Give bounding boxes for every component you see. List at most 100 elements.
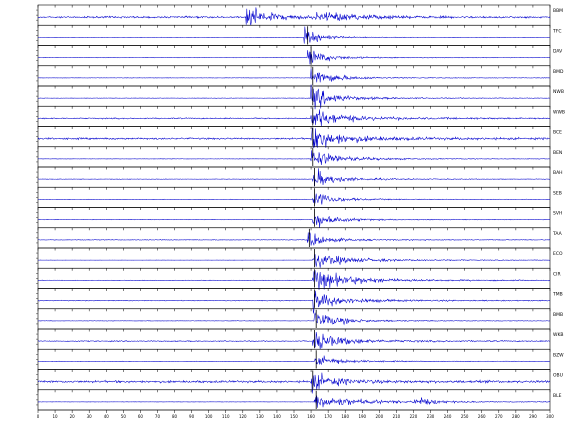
panel-frame [37,126,551,148]
waveform-dav [37,50,551,65]
waveform-eco [37,254,551,268]
panel-frame [37,166,551,188]
panel-frame [37,308,551,330]
waveform-bmd [37,68,551,83]
x-tick-label: 40 [104,414,110,419]
station-label: ECO [553,251,563,257]
panel-frame [37,348,551,370]
x-tick-label: 170 [324,414,332,419]
waveform-wkb [37,332,551,350]
trace-panel-svh: SVH [36,207,562,229]
station-label: NWB [553,89,564,95]
station-label: BMD [553,69,564,75]
x-tick-label: 130 [256,414,264,419]
station-label: BEN [553,150,562,156]
x-tick-label: 180 [341,414,349,419]
panel-frame [37,247,551,269]
station-label: WWB [553,109,565,115]
x-tick-label: 150 [290,414,298,419]
panel-frame [37,328,551,350]
trace-panel-bah: BAH [36,166,563,188]
panel-frame [37,267,551,289]
trace-panel-eco: ECO [36,247,563,269]
waveform-tfc [37,26,551,44]
trace-panel-ben: BEN [36,146,562,168]
x-tick-label: 300 [546,414,554,419]
x-tick-label: 270 [495,414,503,419]
waveform-taa [37,232,551,246]
x-tick-label: 60 [138,414,144,419]
trace-panel-ble: BLE [36,389,562,411]
x-tick-label: 80 [172,414,178,419]
x-tick-label: 100 [205,414,213,419]
x-tick-label: 50 [121,414,127,419]
x-axis: 0 10 20 30 40 50 60 70 80 90 100 110 120 130 140 150 160… [37,409,554,419]
station-label: BAH [553,170,563,176]
waveform-seb [37,193,551,205]
panel-frame [37,105,551,127]
trace-panel-wkb: WKB [36,328,564,350]
trace-panel-wwb: WWB [36,105,565,127]
station-label: WKB [553,332,564,338]
x-tick-label: 230 [427,414,435,419]
waveform-wwb [37,109,551,127]
station-label: TAA [552,231,563,237]
waveform-bmb [37,312,551,326]
panel-frame [37,389,551,411]
x-tick-label: 200 [376,414,384,419]
x-tick-label: 120 [239,414,247,419]
x-tick-label: 140 [273,414,281,419]
waveform-cir [37,270,551,290]
station-label: BZW [553,352,564,358]
trace-panel-bce: BCE [36,126,562,149]
x-tick-label: 0 [37,414,40,419]
panel-frame [37,369,551,391]
panel-frame [37,85,551,107]
waveform-obu [37,372,551,394]
trace-panel-bbm: BBM [36,4,563,26]
station-label: BBM [553,8,563,14]
station-label: CIR [553,271,561,277]
waveform-bce [37,127,551,149]
x-tick-label: 210 [393,414,401,419]
trace-panel-bmd: BMD [36,65,564,87]
station-label: SVH [553,211,562,217]
x-tick-label: 90 [189,414,195,419]
station-label: BMB [553,312,563,318]
waveform-bbm [37,7,551,26]
trace-panel-nwb: NWB [36,84,564,110]
trace-panel-tmb: TMB [36,288,563,314]
panel-frame [37,186,551,208]
waveform-nwb [37,84,551,110]
x-tick-label: 70 [155,414,161,419]
x-tick-label: 160 [307,414,315,419]
x-tick-label: 20 [70,414,76,419]
waveform-ble [37,395,551,408]
x-tick-label: 10 [53,414,59,419]
panel-frame [37,24,551,46]
trace-panel-tfc: TFC [36,24,561,46]
station-label: BLE [553,393,562,399]
x-tick-label: 110 [222,414,230,419]
trace-panel-taa: TAA [36,227,563,249]
station-label: SEB [553,190,562,196]
waveform-tmb [37,290,551,314]
trace-panel-cir: CIR [36,267,561,290]
station-label: DAV [553,49,563,55]
panel-frame [37,288,551,310]
waveform-ben [37,150,551,165]
x-tick-label: 190 [358,414,366,419]
trace-panel-bmb: BMB [36,308,563,330]
station-label: OBU [553,373,563,379]
panel-frame [37,65,551,87]
x-tick-label: 220 [410,414,418,419]
waveform-svh [37,215,551,228]
waveform-bah [37,168,551,187]
station-label: TFC [552,28,561,34]
x-tick-label: 240 [444,414,452,419]
x-tick-label: 260 [478,414,486,419]
panel-frame [37,207,551,229]
x-tick-label: 30 [87,414,93,419]
